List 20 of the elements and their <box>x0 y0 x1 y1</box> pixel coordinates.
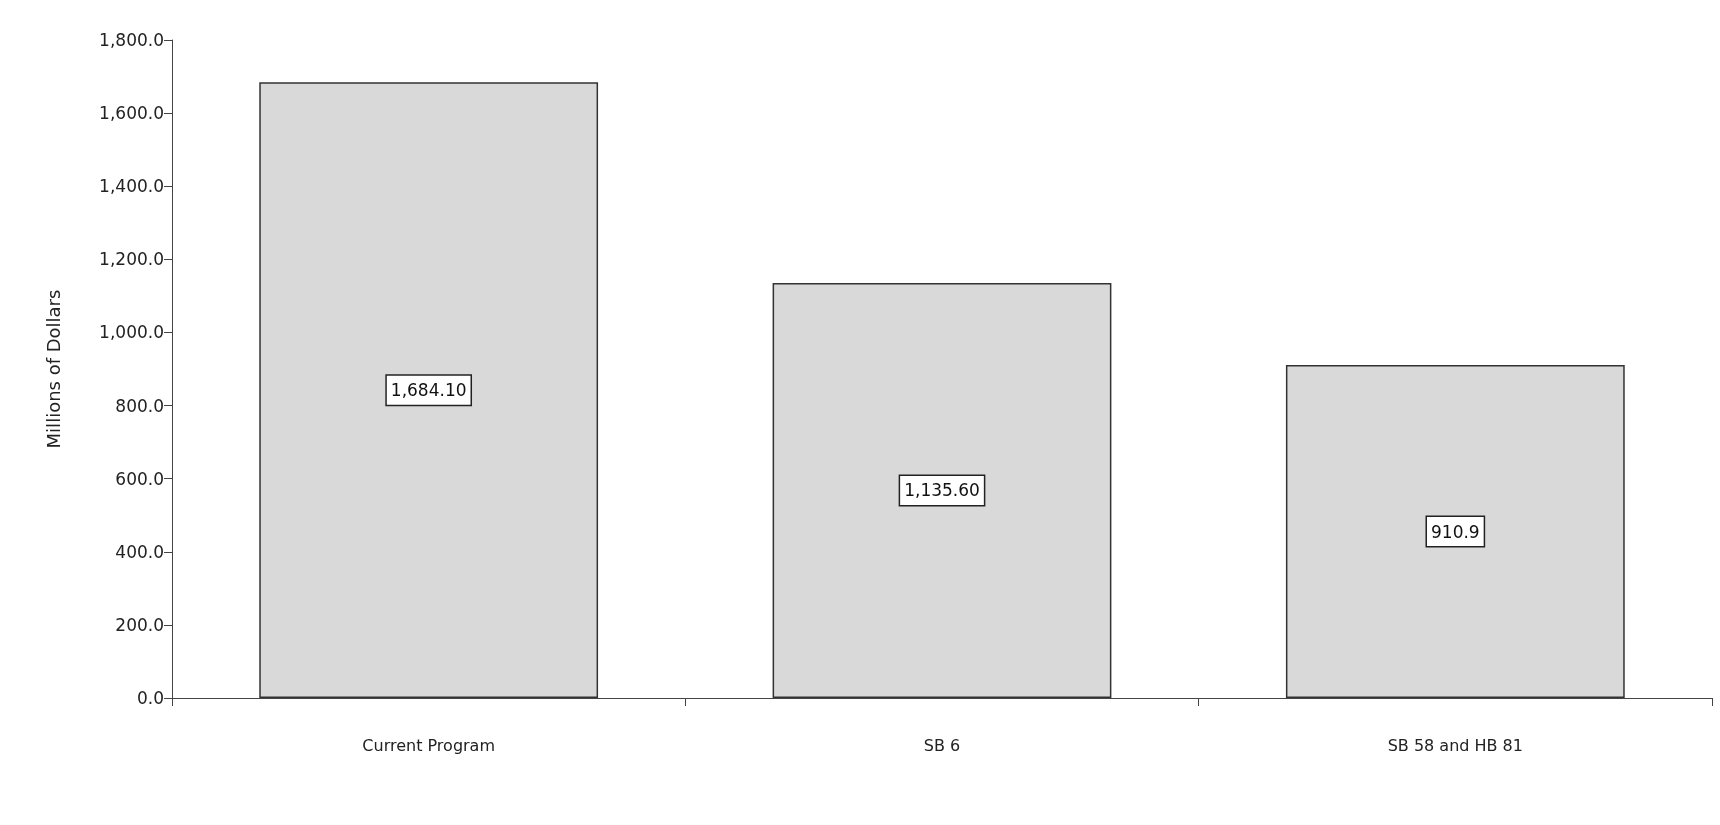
bar <box>772 282 1112 698</box>
y-tick-label: 400.0 <box>115 541 164 562</box>
y-tick-label: 1,400.0 <box>99 176 164 197</box>
y-tick-label: 1,800.0 <box>99 30 164 50</box>
y-tick-label: 800.0 <box>115 395 164 416</box>
x-tick-label: Current Program <box>362 735 496 755</box>
data-label: 1,135.60 <box>904 480 980 501</box>
x-tick-label: SB 58 and HB 81 <box>1387 735 1523 755</box>
data-label: 910.9 <box>1431 521 1480 542</box>
y-tick-label: 0.0 <box>136 688 164 708</box>
bar <box>1285 365 1625 698</box>
y-axis-title: Millions of Dollars <box>42 289 64 449</box>
x-tick-label: SB 6 <box>923 735 961 755</box>
bar <box>259 82 599 698</box>
y-tick-label: 200.0 <box>115 614 164 635</box>
data-label: 1,684.10 <box>390 380 467 401</box>
y-tick-label: 1,000.0 <box>99 322 164 343</box>
y-tick-label: 1,600.0 <box>99 103 164 124</box>
y-tick-label: 1,200.0 <box>99 249 164 270</box>
y-tick-label: 600.0 <box>115 468 164 489</box>
